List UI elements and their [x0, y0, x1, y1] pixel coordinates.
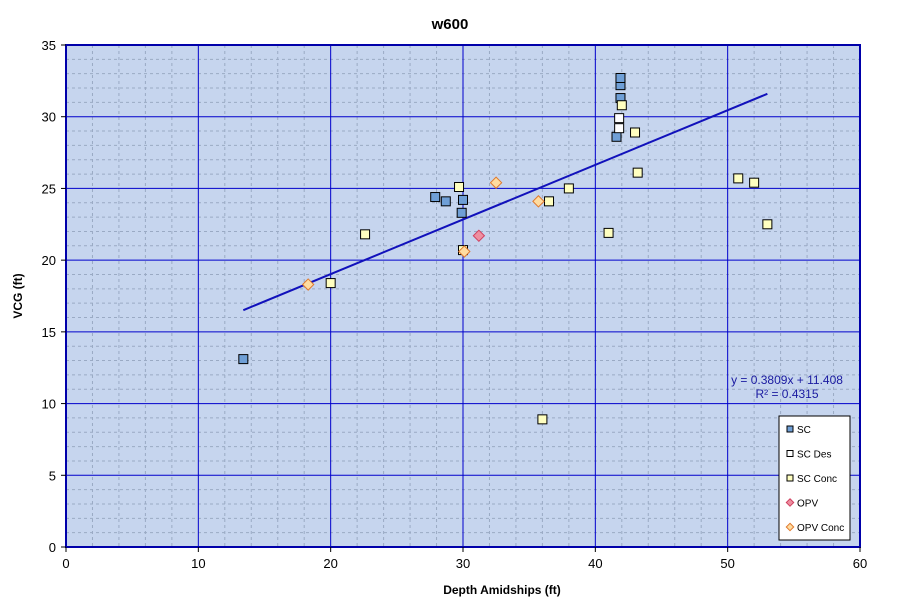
- data-point: [430, 192, 441, 203]
- y-tick-label: 10: [42, 397, 56, 412]
- data-point: [325, 278, 336, 289]
- data-point: [749, 177, 760, 188]
- legend-entry: SC: [797, 425, 811, 436]
- legend-marker: [786, 474, 794, 482]
- y-tick-label: 20: [42, 253, 56, 268]
- legend-entry: SC Conc: [797, 474, 837, 485]
- x-tick-label: 60: [853, 556, 867, 571]
- data-point: [472, 229, 486, 243]
- legend-marker: [786, 425, 794, 433]
- data-point: [603, 227, 614, 238]
- trendline: [242, 92, 768, 312]
- y-axis-ticks: 0 5 10 15 20 25 30 35: [42, 38, 66, 555]
- legend-marker: [785, 498, 795, 507]
- x-axis-ticks: 0 10 20 30 40 50 60: [62, 547, 867, 571]
- data-point: [616, 100, 627, 111]
- legend: SC SC Des SC Conc OPV OPV Conc: [778, 415, 851, 541]
- legend-marker: [785, 522, 795, 532]
- y-tick-label: 15: [42, 325, 56, 340]
- y-tick-label: 35: [42, 38, 56, 53]
- legend-entry: OPV: [797, 499, 818, 510]
- trendline-equation: y = 0.3809x + 11.408: [731, 373, 843, 387]
- legend-marker: [786, 450, 794, 457]
- x-tick-label: 20: [323, 556, 337, 571]
- y-axis-label: VCG (ft): [11, 273, 25, 318]
- data-point: [733, 173, 744, 184]
- data-point: [537, 414, 548, 425]
- data-point: [454, 181, 465, 192]
- data-point: [360, 229, 371, 240]
- data-point: [614, 123, 625, 134]
- data-point: [563, 183, 574, 194]
- data-point: [301, 278, 315, 291]
- data-point: [762, 219, 773, 230]
- legend-entry: SC Des: [797, 450, 831, 461]
- trendline-r-squared: R² = 0.4315: [755, 387, 818, 401]
- y-tick-label: 5: [49, 468, 56, 483]
- x-tick-label: 10: [191, 556, 205, 571]
- data-point: [632, 167, 643, 178]
- data-point: [238, 354, 249, 365]
- data-point: [615, 72, 626, 83]
- data-point: [458, 245, 471, 258]
- data-point: [630, 127, 641, 138]
- data-point: [532, 195, 545, 208]
- y-tick-label: 25: [42, 181, 56, 196]
- data-point: [456, 207, 467, 218]
- y-tick-label: 0: [49, 540, 56, 555]
- data-point: [611, 131, 622, 142]
- data-points: [238, 72, 773, 425]
- x-tick-label: 0: [62, 556, 69, 571]
- data-point: [440, 196, 451, 207]
- y-tick-label: 30: [42, 110, 56, 125]
- legend-entry: OPV Conc: [797, 523, 844, 534]
- data-point: [614, 113, 625, 124]
- data-point: [544, 196, 555, 207]
- x-tick-label: 40: [588, 556, 602, 571]
- data-point: [489, 176, 503, 189]
- x-tick-label: 30: [456, 556, 470, 571]
- data-point: [458, 194, 468, 205]
- x-tick-label: 50: [720, 556, 734, 571]
- chart-title: w600: [431, 16, 469, 33]
- x-axis-label: Depth Amidships (ft): [443, 583, 561, 597]
